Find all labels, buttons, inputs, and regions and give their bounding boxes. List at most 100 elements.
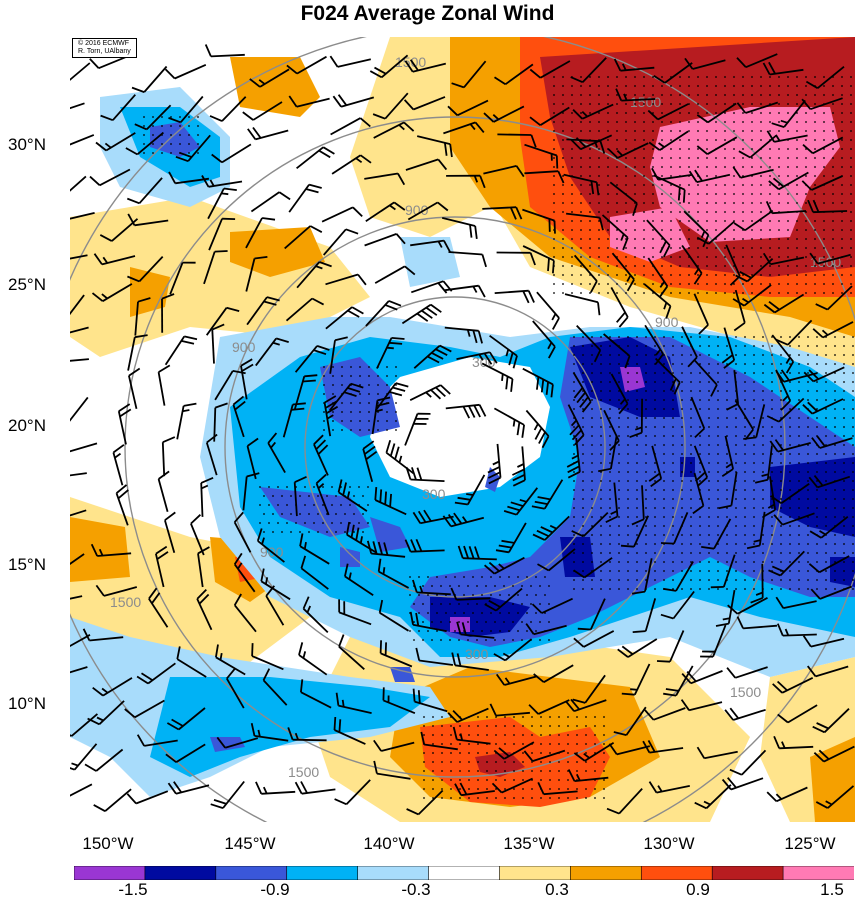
stipple-dot [742, 166, 744, 168]
stipple-dot [573, 498, 575, 500]
stipple-dot [558, 797, 560, 799]
stipple-dot [744, 444, 746, 446]
stipple-dot [850, 112, 852, 114]
stipple-dot [645, 453, 647, 455]
stipple-dot [627, 444, 629, 446]
stipple-dot [850, 103, 852, 105]
wind-barb [696, 102, 737, 124]
stipple-dot [573, 480, 575, 482]
stipple-dot [589, 238, 591, 240]
stipple-dot [654, 480, 656, 482]
stipple-dot [609, 489, 611, 491]
stipple-dot [441, 761, 443, 763]
stipple-dot [463, 594, 465, 596]
stipple-dot [679, 247, 681, 249]
stipple-dot [152, 143, 154, 145]
stipple-dot [708, 417, 710, 419]
stipple-dot [431, 603, 433, 605]
stipple-dot [486, 752, 488, 754]
stipple-dot [735, 570, 737, 572]
stipple-dot [762, 372, 764, 374]
stipple-dot [753, 453, 755, 455]
stipple-dot [580, 256, 582, 258]
stipple-dot [562, 193, 564, 195]
stipple-dot [751, 166, 753, 168]
stipple-dot [582, 516, 584, 518]
stipple-dot [715, 274, 717, 276]
stipple-dot [476, 639, 478, 641]
stipple-dot [726, 381, 728, 383]
wind-barb [338, 634, 365, 670]
stipple-dot [778, 256, 780, 258]
stipple-dot [645, 435, 647, 437]
stipple-dot [625, 148, 627, 150]
stipple-dot [733, 112, 735, 114]
stipple-dot [715, 76, 717, 78]
colorbar-label: 0.3 [545, 880, 569, 899]
stipple-dot [591, 363, 593, 365]
wind-barb [807, 199, 848, 214]
stipple-dot [197, 116, 199, 118]
stipple-dot [751, 193, 753, 195]
stipple-dot [841, 238, 843, 240]
stipple-dot [589, 211, 591, 213]
stipple-dot [436, 630, 438, 632]
stipple-dot [717, 354, 719, 356]
stipple-dot [272, 513, 274, 515]
wind-barb [648, 445, 663, 488]
stipple-dot [295, 522, 297, 524]
stipple-dot [625, 130, 627, 132]
stipple-dot [670, 166, 672, 168]
stipple-dot [359, 429, 361, 431]
stipple-dot [834, 453, 836, 455]
stipple-dot [585, 761, 587, 763]
wind-barb [715, 589, 736, 627]
stipple-dot [643, 85, 645, 87]
stipple-dot [852, 525, 854, 527]
stipple-dot [753, 390, 755, 392]
stipple-dot [634, 229, 636, 231]
stipple-dot [600, 480, 602, 482]
stipple-dot [268, 522, 270, 524]
stipple-dot [544, 576, 546, 578]
stipple-dot [706, 157, 708, 159]
stipple-dot [576, 743, 578, 745]
stipple-dot [814, 103, 816, 105]
stipple-dot [188, 116, 190, 118]
stipple-dot [600, 516, 602, 518]
stipple-dot [681, 489, 683, 491]
stipple-dot [170, 134, 172, 136]
wind-barb [401, 303, 442, 325]
wind-barb [166, 707, 206, 731]
stipple-dot [598, 283, 600, 285]
wind-barb [809, 252, 851, 265]
wind-barb [608, 743, 651, 756]
stipple-dot [807, 453, 809, 455]
stipple-dot [834, 363, 836, 365]
stipple-dot [841, 229, 843, 231]
wind-barb [372, 92, 409, 120]
stipple-dot [796, 139, 798, 141]
stipple-dot [553, 103, 555, 105]
stipple-dot [796, 85, 798, 87]
stipple-dot [681, 480, 683, 482]
stipple-dot [636, 417, 638, 419]
wind-barb [503, 487, 539, 516]
wind-barb [656, 630, 685, 663]
stipple-dot [652, 175, 654, 177]
stipple-dot [780, 534, 782, 536]
stipple-dot [834, 444, 836, 446]
wind-barb [770, 482, 810, 504]
wind-barb [294, 781, 336, 795]
stipple-dot [733, 184, 735, 186]
zonal-wind-map[interactable]: 300 300 300 900 900 900 900 1500 1500 15… [70, 37, 855, 822]
stipple-dot [591, 588, 593, 590]
wind-barb [606, 787, 643, 815]
stipple-dot [843, 408, 845, 410]
stipple-dot [143, 116, 145, 118]
stipple-dot [636, 525, 638, 527]
stipple-dot [834, 561, 836, 563]
stipple-dot [751, 139, 753, 141]
stipple-dot [760, 157, 762, 159]
stipple-dot [427, 612, 429, 614]
